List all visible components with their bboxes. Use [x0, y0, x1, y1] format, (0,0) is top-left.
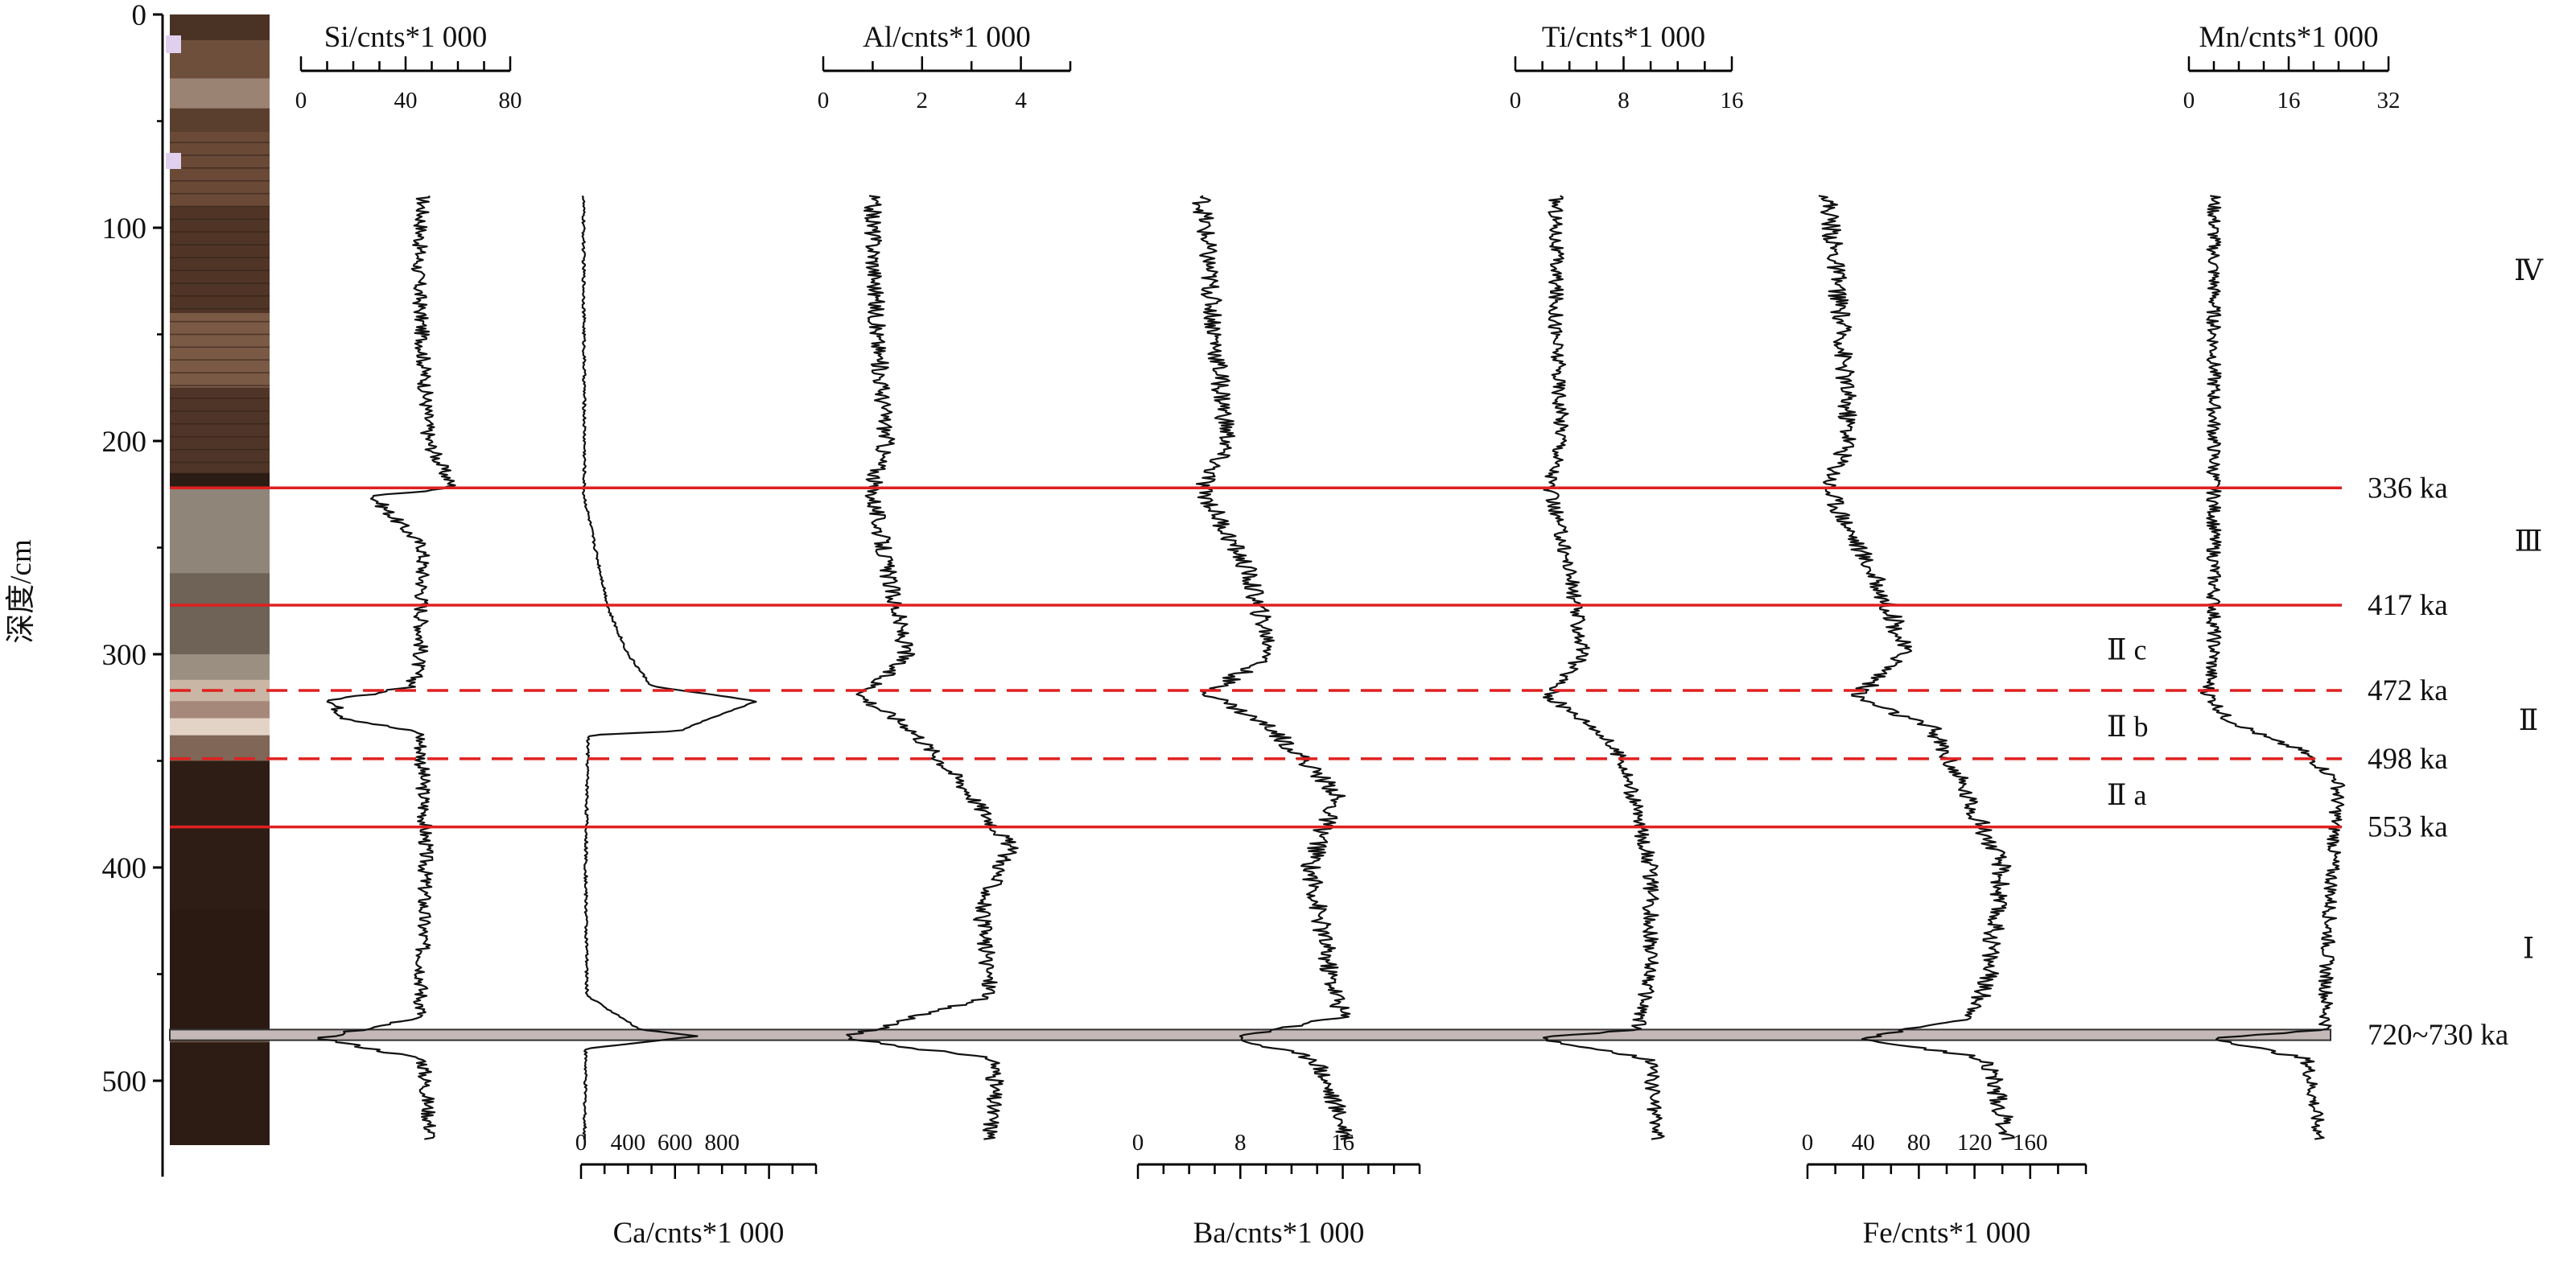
depth-tick-label: 0	[132, 0, 147, 32]
sediment-core-image	[166, 14, 270, 1145]
zone-label: Ⅲ	[2515, 525, 2543, 558]
age-horizon-label: 336 ka	[2368, 472, 2448, 505]
element-profile-ba	[1192, 195, 1354, 1140]
element-axis-tick-label: 8	[1234, 1130, 1247, 1156]
depth-tick-label: 400	[102, 852, 147, 885]
age-horizon-layer: 336 ka 417 ka 472 ka 498 ka 553 ka	[170, 472, 2448, 844]
element-axis-tick-label: 600	[657, 1130, 693, 1156]
core-layer-stripe	[170, 387, 270, 474]
tephra-band-layer: 720~730 ka	[169, 1019, 2508, 1052]
element-axis-tick-label: 16	[2277, 88, 2301, 113]
core-layer-stripe	[170, 910, 270, 1030]
element-axis-tick-label: 0	[295, 88, 307, 113]
element-axis-tick-label: 0	[1132, 1130, 1144, 1156]
element-axis-title: Mn/cnts*1 000	[2199, 21, 2378, 54]
core-layer-stripe	[170, 472, 270, 488]
element-profile-ti	[1542, 195, 1665, 1140]
element-axis-tick-label: 400	[611, 1130, 646, 1156]
depth-axis: 深度/cm 0 100 200 300 400 500	[4, 0, 164, 1177]
element-axis-tick-label: 16	[1721, 88, 1744, 113]
depth-tick-label: 200	[102, 426, 147, 459]
element-profile-si	[317, 196, 456, 1140]
element-axis-tick-label: 0	[1510, 88, 1522, 113]
element-axis-tick-label: 800	[704, 1130, 740, 1156]
zone-label: Ⅳ	[2514, 254, 2544, 286]
element-axis-title: Al/cnts*1 000	[863, 21, 1031, 54]
element-axis-tick-label: 40	[394, 88, 418, 113]
element-axis-tick-label: 80	[1907, 1130, 1931, 1156]
element-axis-tick-label: 8	[1618, 88, 1630, 113]
zone-label: Ⅱ	[2519, 704, 2538, 736]
core-layer-stripe	[170, 718, 270, 736]
core-layer-stripe	[170, 14, 270, 41]
element-axis-tick-label: 2	[917, 88, 929, 113]
subzone-label: Ⅱ a	[2107, 779, 2146, 811]
depth-axis-label: 深度/cm	[4, 539, 38, 644]
element-axis-title: Ba/cnts*1 000	[1193, 1217, 1365, 1250]
element-axis-tick-label: 4	[1015, 88, 1027, 113]
element-axis-tick-label: 0	[2183, 88, 2195, 113]
element-axis-tick-label: 0	[818, 88, 830, 113]
zone-label: Ⅰ	[2523, 933, 2534, 965]
top-element-axes: 0 40 80 Si/cnts*1 000 0 2 4 Al/cnts*1 000 0 8 16 Ti…	[295, 21, 2401, 113]
band-age-label: 720~730 ka	[2368, 1019, 2508, 1052]
core-layer-stripe	[170, 573, 270, 655]
core-layer-stripe	[170, 108, 270, 133]
subzone-label: Ⅱ b	[2107, 711, 2148, 743]
age-horizon-label: 498 ka	[2368, 743, 2448, 776]
core-layer-stripe	[170, 1042, 270, 1145]
element-profile-fe	[1818, 195, 2015, 1140]
core-layer-stripe	[170, 313, 270, 389]
core-layer-stripe	[170, 39, 270, 79]
core-layer-stripe	[170, 701, 270, 719]
depth-tick-label: 500	[102, 1065, 147, 1098]
core-sample-tag	[166, 153, 181, 169]
core-layer-stripe	[170, 78, 270, 109]
age-horizon-label: 417 ka	[2368, 589, 2448, 622]
element-series-layer	[317, 195, 2346, 1140]
element-axis-tick-label: 120	[1957, 1130, 1993, 1156]
element-axis-tick-label: 160	[2013, 1130, 2048, 1156]
element-axis-tick-label: 40	[1852, 1130, 1875, 1156]
depth-tick-label: 300	[102, 639, 147, 672]
element-axis-tick-label: 16	[1331, 1130, 1354, 1156]
depth-tick-label: 100	[102, 212, 147, 245]
core-layer-stripe	[170, 488, 270, 574]
core-layer-stripe	[170, 760, 270, 911]
core-layer-stripe	[170, 654, 270, 681]
bottom-element-axes: 0 400 600 800 Ca/cnts*1 000 0 8 16 Ba/cnts*1 000…	[575, 1130, 2088, 1250]
core-layer-stripe	[170, 206, 270, 314]
tephra-band	[169, 1028, 2331, 1041]
subzone-label: Ⅱ c	[2107, 634, 2146, 666]
core-layer-stripe	[170, 735, 270, 761]
element-axis-title: Ti/cnts*1 000	[1542, 21, 1705, 54]
core-layer-stripe	[170, 131, 270, 207]
element-profile-mn	[2199, 195, 2346, 1140]
core-sample-tag	[166, 35, 181, 53]
element-profile-al	[846, 195, 1019, 1140]
age-horizon-label: 472 ka	[2368, 674, 2448, 707]
zone-label-layer: Ⅳ Ⅲ Ⅱ Ⅰ Ⅱ c Ⅱ b Ⅱ a	[2107, 254, 2544, 965]
element-axis-title: Fe/cnts*1 000	[1863, 1217, 2031, 1250]
element-axis-tick-label: 0	[1802, 1130, 1814, 1156]
age-horizon-label: 553 ka	[2368, 811, 2448, 844]
element-profile-ca	[581, 195, 757, 1140]
element-axis-tick-label: 32	[2377, 88, 2401, 113]
element-axis-title: Si/cnts*1 000	[324, 21, 488, 54]
element-axis-tick-label: 80	[499, 88, 522, 113]
element-axis-title: Ca/cnts*1 000	[613, 1217, 785, 1250]
